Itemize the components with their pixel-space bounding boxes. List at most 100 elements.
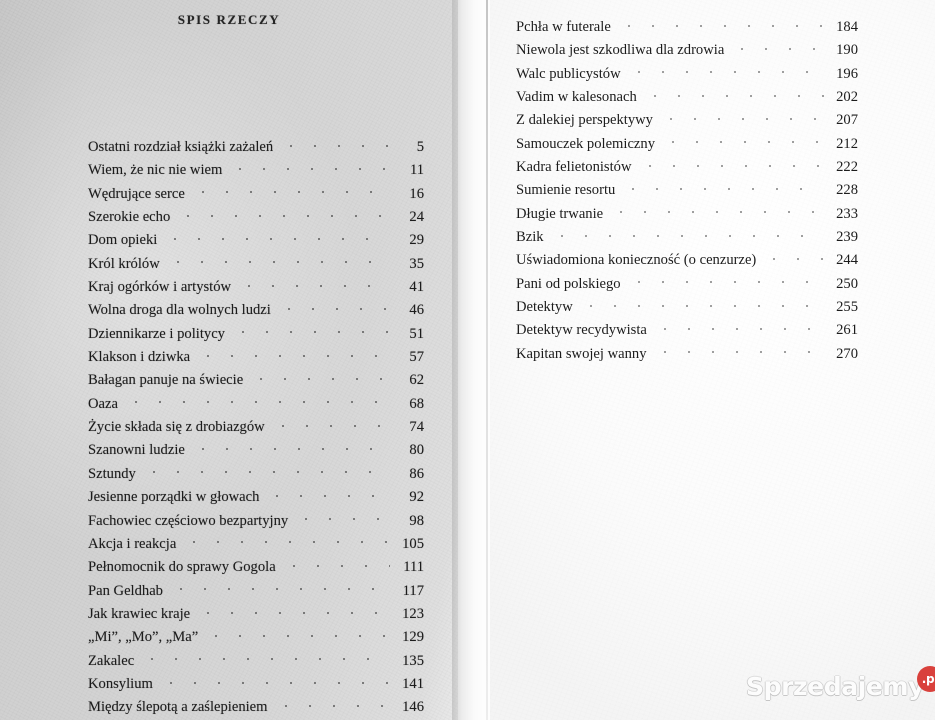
toc-entry-title: Kapitan swojej wanny — [516, 345, 647, 362]
toc-entry-title: Pani od polskiego — [516, 275, 621, 292]
toc-dot-leader — [204, 627, 390, 642]
toc-dot-leader — [652, 320, 824, 335]
toc-dot-leader — [637, 156, 825, 171]
toc-entry: Dziennikarze i politycy 51 — [88, 323, 424, 346]
toc-dot-leader — [249, 370, 390, 385]
toc-entry-page-number: 11 — [409, 162, 424, 179]
toc-entry-page-number: 233 — [836, 205, 858, 222]
toc-entry-title: Vadim w kalesonach — [516, 89, 637, 106]
toc-entry-page-number: 123 — [402, 605, 424, 622]
right-page — [490, 0, 935, 720]
toc-entry: Niewola jest szkodliwa dla zdrowia 190 — [516, 39, 858, 62]
toc-entry-page-number: 117 — [402, 582, 424, 599]
toc-entry-page-number: 80 — [409, 442, 424, 459]
toc-dot-leader — [578, 297, 824, 312]
toc-dot-leader — [163, 230, 390, 245]
toc-entry-title: Ostatni rozdział książki zażaleń — [88, 139, 274, 155]
toc-entry-page-number: 68 — [409, 395, 424, 412]
toc-entry: Życie składa się z drobiazgów 74 — [88, 416, 424, 439]
toc-dot-leader — [609, 203, 824, 218]
page-title: SPIS RZECZY — [177, 12, 281, 27]
toc-entry-title: Szanowni ludzie — [88, 442, 185, 459]
toc-dot-leader — [652, 343, 824, 358]
toc-dot-leader — [176, 206, 390, 221]
toc-entry-page-number: 196 — [836, 65, 858, 82]
toc-entry: Wolna droga dla wolnych ludzi 46 — [88, 299, 424, 322]
toc-dot-leader — [626, 273, 824, 288]
toc-list-right: Pchła w futerale 184 Niewola jest szkodliw… — [516, 16, 858, 366]
toc-entry-page-number: 46 — [409, 302, 424, 319]
toc-entry: Jak krawiec kraje 123 — [88, 603, 424, 626]
toc-dot-leader — [661, 133, 824, 148]
toc-dot-leader — [168, 580, 390, 595]
toc-entry: Oaza 68 — [88, 393, 424, 416]
toc-entry: Detektyw recydywista 261 — [516, 319, 858, 342]
toc-dot-leader — [196, 603, 390, 618]
toc-entry-title: Król królów — [88, 255, 160, 272]
toc-entry: Uświadomiona konieczność (o cenzurze) 244 — [516, 249, 858, 272]
toc-entry-page-number: 184 — [836, 19, 858, 35]
toc-entry-page-number: 202 — [836, 89, 858, 106]
toc-dot-leader — [228, 160, 390, 175]
toc-entry: Jesienne porządki w głowach 92 — [88, 486, 424, 509]
toc-entry-page-number: 207 — [836, 112, 858, 129]
toc-dot-leader — [158, 673, 390, 688]
toc-entry: Z dalekiej perspektywy 207 — [516, 109, 858, 132]
toc-entry: Pełnomocnik do sprawy Gogola 111 — [88, 556, 424, 579]
toc-list-left: Ostatni rozdział książki zażaleń 5 Wiem, ż… — [88, 136, 424, 720]
toc-dot-leader — [762, 250, 824, 265]
toc-entry: Wędrujące serce 16 — [88, 183, 424, 206]
toc-dot-leader — [265, 487, 390, 502]
toc-entry-title: Oaza — [88, 395, 118, 412]
toc-dot-leader — [658, 110, 824, 125]
toc-entry: Samouczek polemiczny 212 — [516, 133, 858, 156]
toc-entry-page-number: 228 — [836, 182, 858, 199]
toc-entry-page-number: 135 — [402, 652, 424, 669]
toc-entry: Kapitan swojej wanny 270 — [516, 343, 858, 366]
toc-entry-title: Z dalekiej perspektywy — [516, 112, 653, 129]
toc-entry-page-number: 24 — [409, 209, 424, 226]
toc-entry: Szerokie echo 24 — [88, 206, 424, 229]
toc-entry-page-number: 146 — [402, 699, 424, 716]
toc-entry-title: Wolna droga dla wolnych ludzi — [88, 302, 271, 319]
toc-entry-title: Dziennikarze i politycy — [88, 325, 225, 342]
toc-entry-page-number: 111 — [403, 559, 424, 576]
toc-entry: Zakalec 135 — [88, 650, 424, 673]
toc-entry-page-number: 35 — [409, 255, 424, 272]
toc-entry-page-number: 41 — [409, 279, 424, 296]
toc-dot-leader — [270, 417, 390, 432]
toc-entry: Pan Geldhab 117 — [88, 580, 424, 603]
toc-entry-title: Detektyw — [516, 299, 573, 316]
toc-entry-page-number: 255 — [836, 299, 858, 316]
toc-entry-page-number: 29 — [409, 232, 424, 249]
toc-entry: Między ślepotą a zaślepieniem 146 — [88, 696, 424, 719]
toc-dot-leader — [281, 557, 390, 572]
toc-entry-title: Akcja i reakcja — [88, 535, 177, 552]
toc-entry-title: „Mi”, „Mo”, „Ma” — [88, 629, 199, 646]
toc-dot-leader — [237, 276, 390, 291]
toc-dot-leader — [730, 40, 824, 55]
toc-entry-title: Detektyw recydywista — [516, 322, 647, 339]
toc-dot-leader — [276, 300, 390, 315]
toc-dot-leader — [616, 16, 824, 31]
toc-entry-page-number: 244 — [836, 252, 858, 269]
toc-entry-title: Fachowiec częściowo bezpartyjny — [88, 512, 289, 529]
toc-entry-page-number: 239 — [836, 229, 858, 246]
toc-dot-leader — [273, 697, 390, 712]
toc-dot-leader — [642, 86, 824, 101]
toc-entry: Bałagan panuje na świecie 62 — [88, 369, 424, 392]
left-page — [0, 0, 458, 720]
toc-entry: Walc publicystów 196 — [516, 63, 858, 86]
toc-entry-title: Samouczek polemiczny — [516, 135, 655, 152]
toc-entry: Detektyw 255 — [516, 296, 858, 319]
toc-entry: Bzik 239 — [516, 226, 858, 249]
toc-entry: Akcja i reakcja 105 — [88, 533, 424, 556]
toc-entry-page-number: 62 — [409, 372, 424, 389]
toc-entry-title: Wędrujące serce — [88, 185, 185, 202]
toc-entry: Klakson i dziwka 57 — [88, 346, 424, 369]
toc-entry-title: Pełnomocnik do sprawy Gogola — [88, 559, 276, 576]
toc-entry: Wiem, że nic nie wiem 11 — [88, 159, 424, 182]
toc-entry-page-number: 98 — [409, 512, 424, 529]
toc-entry: Pchła w futerale 184 — [516, 16, 858, 39]
toc-dot-leader — [621, 180, 824, 195]
